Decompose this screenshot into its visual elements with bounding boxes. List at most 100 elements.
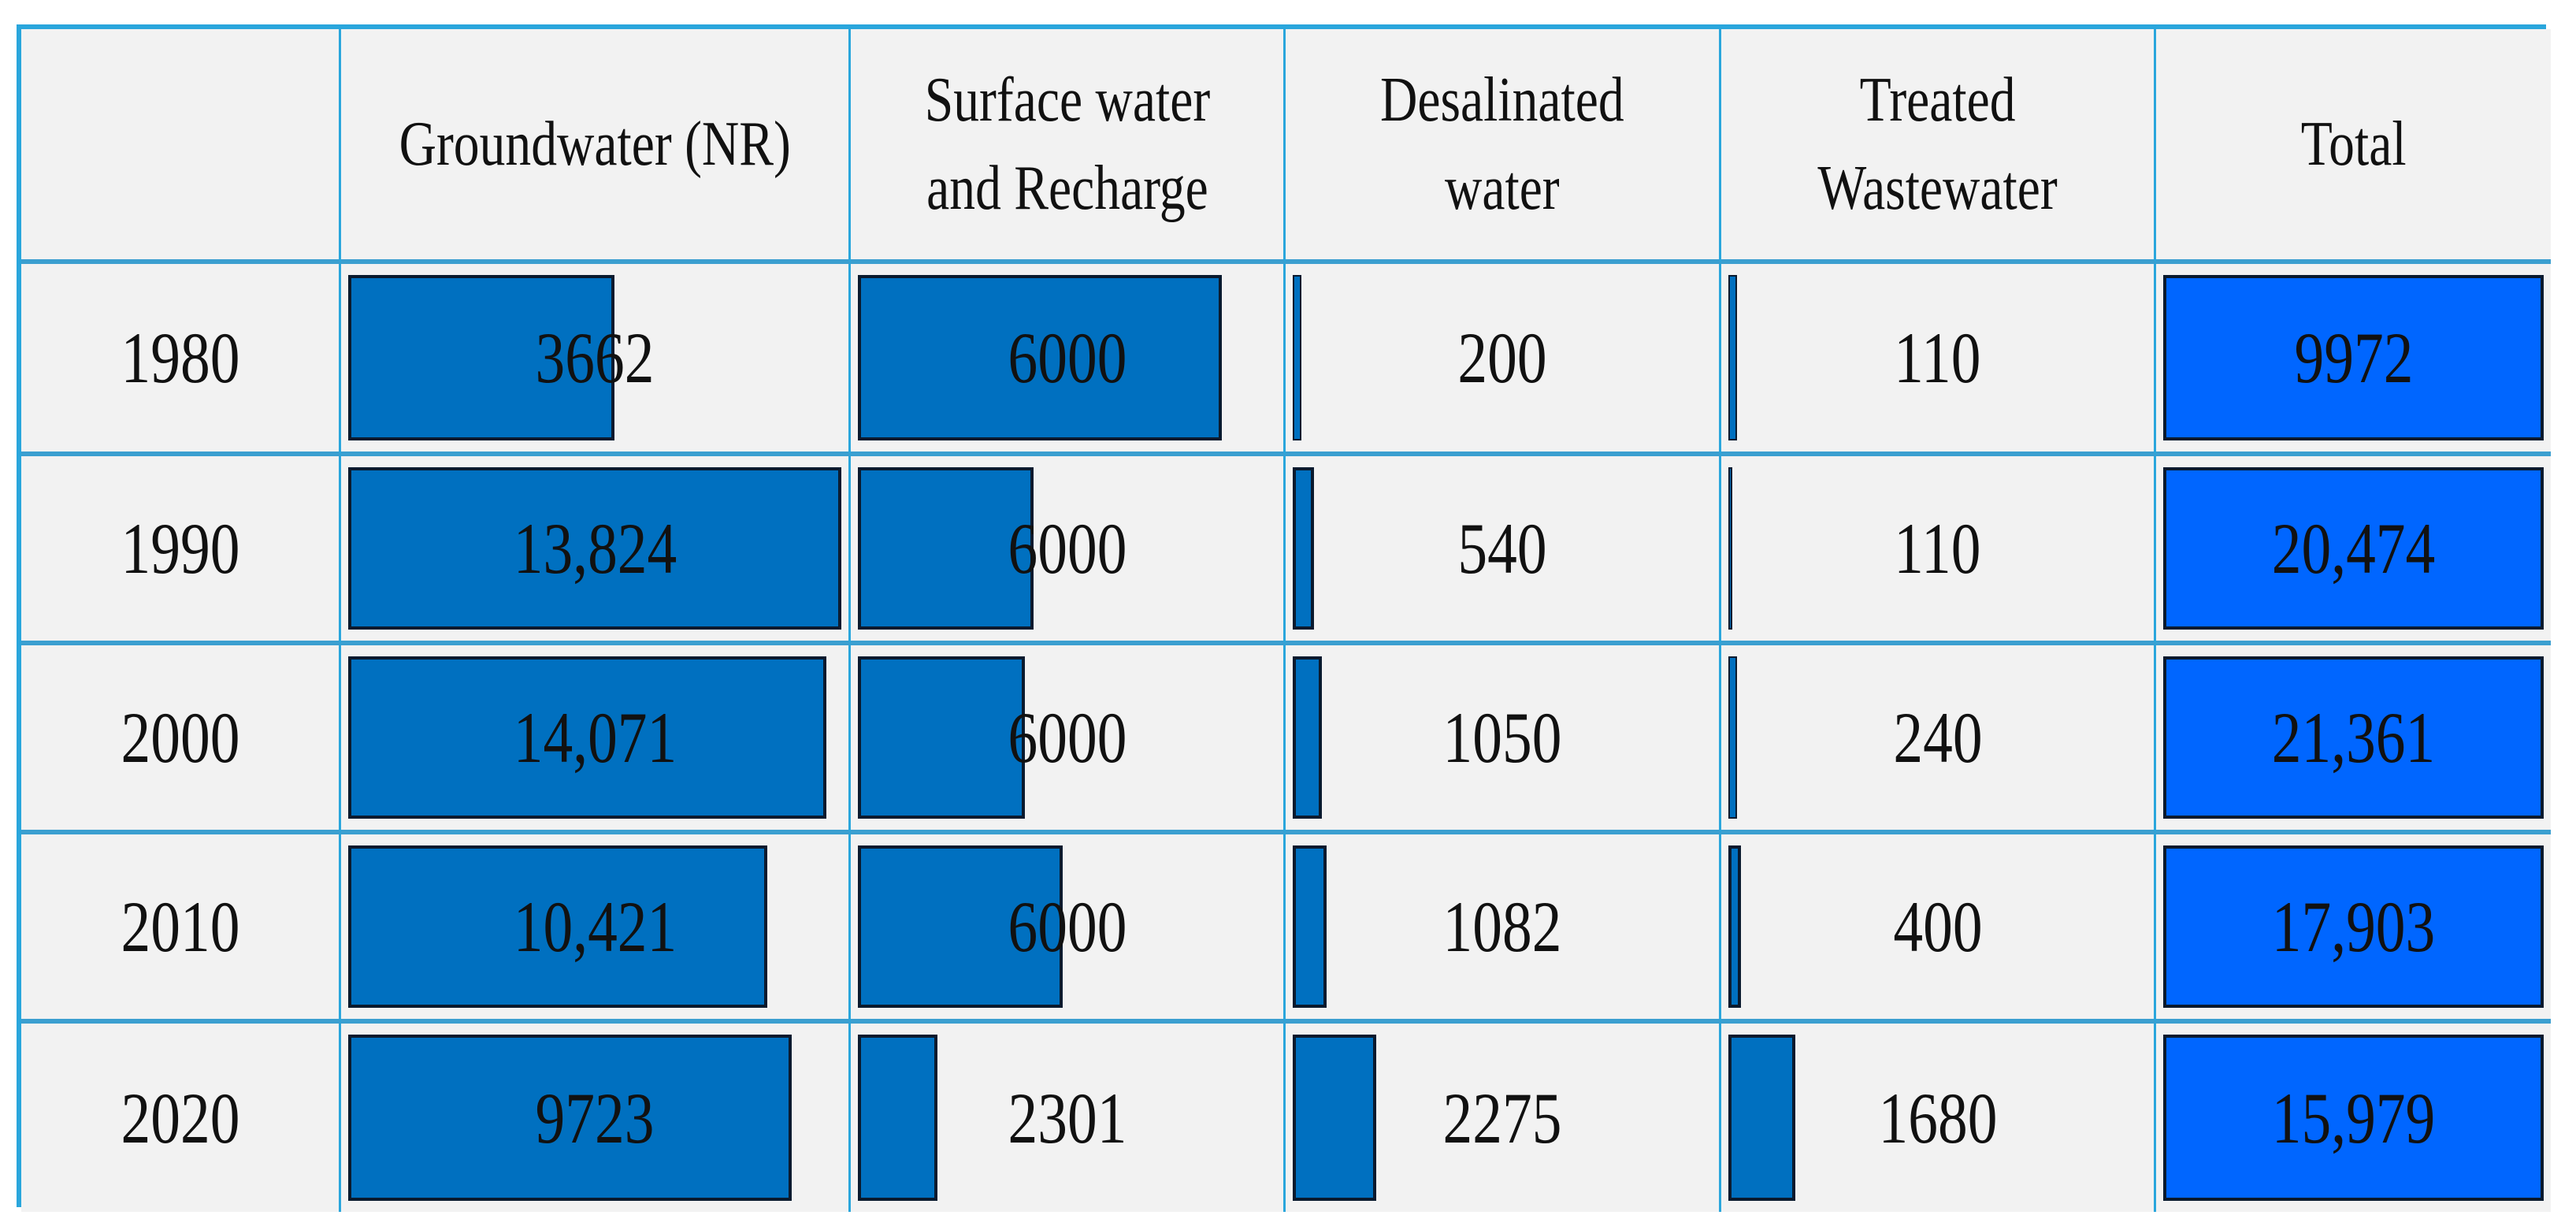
value-cell: 540 — [1286, 456, 1721, 645]
data-bar — [858, 845, 1063, 1008]
data-bar — [348, 467, 841, 630]
value-cell: 6000 — [851, 456, 1286, 645]
value-text: 17,903 — [2254, 885, 2453, 968]
value-cell: 240 — [1721, 645, 2156, 834]
value-cell: 1082 — [1286, 834, 1721, 1024]
water-supply-table: Groundwater (NR) Surface water and Rechar… — [17, 24, 2551, 1212]
data-bar — [1293, 467, 1314, 630]
data-bar — [1293, 275, 1301, 440]
header-cell — [21, 29, 341, 264]
value-text: 10,421 — [496, 885, 695, 968]
value-cell: 2301 — [851, 1024, 1286, 1212]
value-label: 3662 — [535, 318, 655, 398]
value-label: 14,071 — [513, 697, 677, 778]
value-cell: 13,824 — [341, 456, 851, 645]
data-bar — [1293, 845, 1327, 1008]
data-bar — [2163, 467, 2544, 630]
header-label: Treated Wastewater — [1817, 65, 2058, 223]
value-cell: 15,979 — [2156, 1024, 2551, 1212]
year-cell: 2000 — [21, 645, 341, 834]
data-bar — [1728, 1035, 1795, 1201]
data-bar — [1728, 845, 1741, 1008]
year-cell: 2010 — [21, 834, 341, 1024]
value-label: 6000 — [1008, 886, 1127, 967]
header-cell: Desalinated water — [1286, 29, 1721, 264]
value-label: 1680 — [1878, 1077, 1997, 1158]
header-label: Surface water and Recharge — [924, 65, 1210, 223]
value-cell: 3662 — [341, 264, 851, 456]
value-label: 15,979 — [2271, 1077, 2436, 1158]
value-cell: 10,421 — [341, 834, 851, 1024]
data-bar — [858, 275, 1222, 440]
header-cell: Surface water and Recharge — [851, 29, 1286, 264]
value-text: 110 — [1884, 316, 1991, 399]
value-cell: 1050 — [1286, 645, 1721, 834]
header-label: Total — [2300, 110, 2407, 179]
data-bar — [858, 656, 1026, 819]
value-text: 13,824 — [496, 507, 695, 590]
header-cell: Treated Wastewater — [1721, 29, 2156, 264]
value-cell: 20,474 — [2156, 456, 2551, 645]
value-text: 6000 — [995, 507, 1140, 590]
data-bar — [1728, 656, 1737, 819]
data-bar — [2163, 275, 2544, 440]
value-text: 14,071 — [496, 696, 695, 779]
value-text: 1050 — [1430, 696, 1575, 779]
value-label: 13,824 — [513, 508, 677, 589]
value-label: 240 — [1892, 697, 1983, 778]
value-label: 9972 — [2294, 318, 2413, 398]
value-text: 2275 — [1430, 1076, 1575, 1160]
data-bar — [1293, 656, 1323, 819]
value-label: 6000 — [1008, 318, 1127, 398]
value-text: 6000 — [995, 696, 1140, 779]
value-text: 21,361 — [2254, 696, 2453, 779]
value-cell: 6000 — [851, 264, 1286, 456]
data-bar — [348, 656, 827, 819]
value-text: 400 — [1884, 885, 1992, 968]
header-label: Groundwater (NR) — [399, 110, 791, 179]
value-label: 2275 — [1442, 1077, 1562, 1158]
value-cell: 1680 — [1721, 1024, 2156, 1212]
value-label: 20,474 — [2271, 508, 2436, 589]
value-cell: 400 — [1721, 834, 2156, 1024]
value-label: 110 — [1894, 318, 1981, 398]
data-bar — [1728, 275, 1737, 440]
value-cell: 200 — [1286, 264, 1721, 456]
year-label: 2000 — [121, 697, 239, 778]
data-bar — [348, 275, 615, 440]
value-cell: 9723 — [341, 1024, 851, 1212]
value-text: 240 — [1884, 696, 1992, 779]
value-cell: 110 — [1721, 456, 2156, 645]
value-cell: 6000 — [851, 834, 1286, 1024]
year-cell: 1990 — [21, 456, 341, 645]
value-text: 15,979 — [2254, 1076, 2453, 1160]
value-label: 1082 — [1442, 886, 1562, 967]
year-label: 1980 — [121, 318, 239, 398]
year-label: 2010 — [121, 886, 239, 967]
value-text: 9972 — [2281, 316, 2426, 399]
value-text: 2301 — [995, 1076, 1140, 1160]
value-cell: 21,361 — [2156, 645, 2551, 834]
data-bar — [348, 1035, 792, 1201]
value-text: 110 — [1884, 507, 1991, 590]
value-label: 400 — [1892, 886, 1983, 967]
value-text: 20,474 — [2254, 507, 2453, 590]
value-text: 9723 — [522, 1076, 667, 1160]
value-label: 6000 — [1008, 697, 1127, 778]
value-text: 6000 — [995, 885, 1140, 968]
value-cell: 2275 — [1286, 1024, 1721, 1212]
year-cell: 2020 — [21, 1024, 341, 1212]
header-cell: Groundwater (NR) — [341, 29, 851, 264]
value-label: 2301 — [1008, 1077, 1127, 1158]
header-label: Desalinated water — [1380, 65, 1624, 223]
data-bar — [348, 845, 768, 1008]
value-label: 17,903 — [2271, 886, 2436, 967]
year-label: 1990 — [121, 508, 239, 589]
year-cell: 1980 — [21, 264, 341, 456]
value-label: 6000 — [1008, 508, 1127, 589]
data-bar — [2163, 1035, 2544, 1201]
data-bar — [858, 1035, 937, 1201]
value-cell: 9972 — [2156, 264, 2551, 456]
data-bar — [1728, 467, 1733, 630]
value-label: 110 — [1894, 508, 1981, 589]
